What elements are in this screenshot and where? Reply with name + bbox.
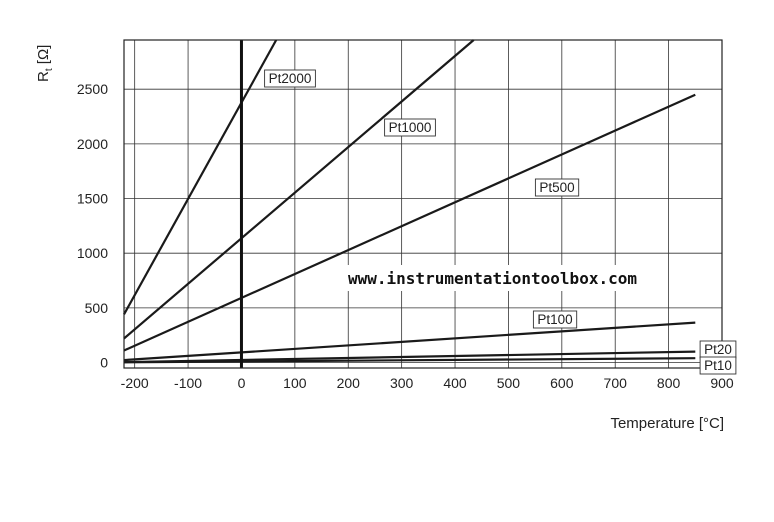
series-label-pt1000: Pt1000 [384,118,436,137]
y-axis-label-subscript: t [44,68,55,71]
y-tick-label: 0 [100,355,108,371]
x-axis-label: Temperature [°C] [610,415,724,432]
plot-frame [123,39,723,369]
series-lines [123,39,696,364]
y-tick-label: 1000 [77,245,108,261]
series-label-text: Pt20 [704,342,732,357]
x-tick-label: 400 [443,375,467,391]
series-label-box [384,118,436,137]
series-label-text: Pt1000 [389,120,432,135]
series-line-pt20 [123,350,696,364]
series-label-box [534,178,580,197]
y-tick-label: 2000 [77,136,108,152]
x-tick-label: 700 [604,375,628,391]
series-label-pt10: Pt10 [699,356,737,375]
plot-background [124,40,722,368]
y-axis-label: Rt [Ω] [35,45,55,82]
y-axis-label-unit: [Ω] [35,45,52,69]
y-tick-label: 1500 [77,191,108,207]
x-tick-label: 500 [497,375,521,391]
y-tick-labels: 0 500 1000 1500 2000 2500 [77,81,108,370]
series-label-pt100: Pt100 [532,310,578,329]
x-tick-label: -100 [174,375,202,391]
series-label-pt500: Pt500 [534,178,580,197]
x-tick-label: 800 [657,375,681,391]
series-line-pt10 [123,357,696,364]
series-label-text: Pt2000 [269,71,312,86]
x-tick-label: 200 [337,375,361,391]
series-label-text: Pt100 [537,312,572,327]
series-label-box [699,356,737,375]
y-axis-label-symbol: R [35,71,52,82]
series-line-pt500 [123,93,696,352]
x-tick-label: -200 [121,375,149,391]
series-line-pt2000 [123,39,278,315]
watermark-text: www.instrumentationtoolbox.com [348,269,637,288]
watermark-background [342,265,664,291]
y-tick-label: 500 [85,300,109,316]
series-label-text: Pt500 [539,180,574,195]
x-tick-label: 100 [283,375,307,391]
series-label-text: Pt10 [704,358,732,373]
x-tick-label: 900 [710,375,734,391]
series-label-box [532,310,578,329]
series-line-pt100 [123,321,696,362]
y-tick-label: 2500 [77,81,108,97]
series-label-pt2000: Pt2000 [264,69,316,88]
series-label-box [264,69,316,88]
series-line-pt1000 [123,39,475,340]
x-tick-labels: -200 -100 0 100 200 300 400 500 600 700 800 900 [121,375,734,391]
x-tick-label: 300 [390,375,414,391]
x-tick-label: 0 [238,375,246,391]
x-tick-label: 600 [550,375,574,391]
series-label-pt20: Pt20 [699,340,737,359]
